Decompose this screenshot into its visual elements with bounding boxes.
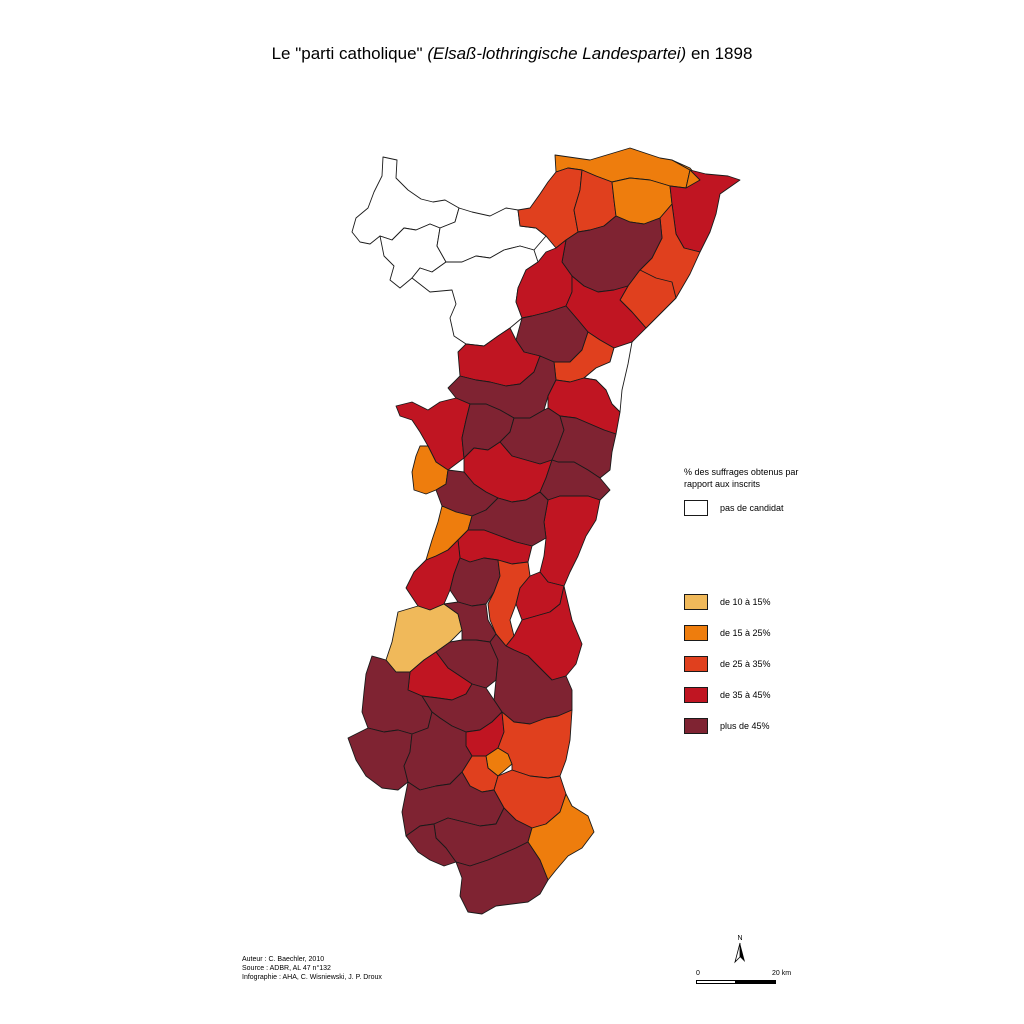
legend-item-none: pas de candidat [684, 500, 784, 516]
legend-label: de 25 à 35% [720, 659, 771, 669]
legend-swatch [684, 687, 708, 703]
legend-item-45-plus: plus de 45% [684, 718, 770, 734]
map-credits: Auteur : C. Baechler, 2010 Source : ADBR… [242, 955, 382, 982]
legend-item-25-35: de 25 à 35% [684, 656, 771, 672]
legend-label: plus de 45% [720, 721, 770, 731]
title-italic: (Elsaß-lothringische Landespartei) [427, 44, 687, 63]
region [405, 823, 457, 867]
legend-swatch [684, 625, 708, 641]
legend-label: pas de candidat [720, 503, 784, 513]
north-arrow-icon [734, 942, 745, 964]
region [527, 793, 595, 881]
legend-item-35-45: de 35 à 45% [684, 687, 771, 703]
legend-heading-line1: % des suffrages obtenus par [684, 467, 799, 477]
legend-label: de 15 à 25% [720, 628, 771, 638]
legend-label: de 10 à 15% [720, 597, 771, 607]
legend-item-10-15: de 10 à 15% [684, 594, 771, 610]
title-prefix: Le "parti catholique" [271, 44, 423, 63]
region [455, 841, 549, 915]
region [403, 711, 473, 791]
title-suffix: en 1898 [690, 44, 753, 63]
legend-swatch [684, 500, 708, 516]
legend-label: de 35 à 45% [720, 690, 771, 700]
scale-end-label: 20 km [772, 970, 792, 977]
scale-bar-graphic [696, 980, 776, 984]
legend-swatch [684, 594, 708, 610]
region [347, 727, 413, 791]
region [539, 495, 601, 587]
map-title: Le "parti catholique" (Elsaß-lothringisc… [0, 44, 1024, 64]
north-label: N [737, 935, 743, 942]
credit-author: Auteur : C. Baechler, 2010 [242, 956, 325, 963]
map-legend: % des suffrages obtenus par rapport aux … [684, 466, 884, 734]
legend-heading: % des suffrages obtenus par rapport aux … [684, 466, 884, 490]
scale-start-label: 0 [696, 970, 700, 977]
legend-item-15-25: de 15 à 25% [684, 625, 771, 641]
credit-infographics: Infographie : AHA, C. Wisniewski, J. P. … [242, 974, 382, 981]
scale-bar: 0 20 km [696, 970, 796, 990]
north-arrow: N [733, 935, 747, 969]
legend-heading-line2: rapport aux inscrits [684, 479, 761, 489]
legend-swatch [684, 656, 708, 672]
legend-swatch [684, 718, 708, 734]
credit-source: Source : ADBR, AL 47 n°132 [242, 965, 331, 972]
